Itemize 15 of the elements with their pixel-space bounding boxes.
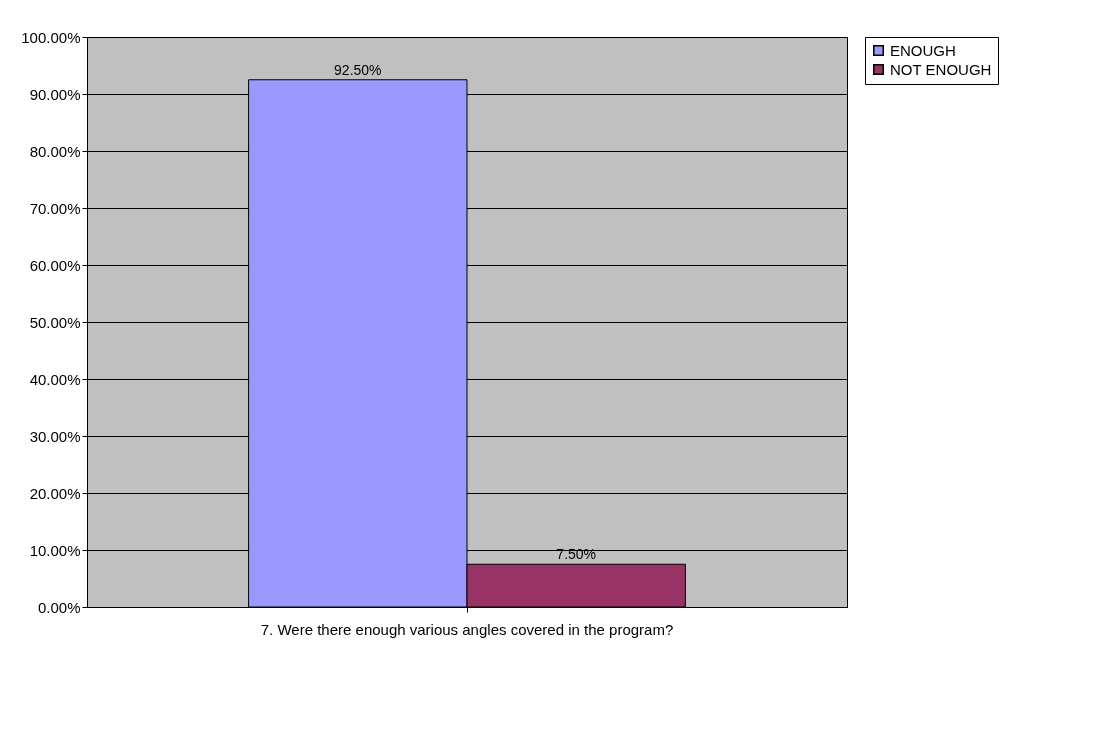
y-tick-label: 10.00% (29, 541, 81, 559)
y-tick-label: 20.00% (29, 484, 81, 502)
x-tick-label: 7. Were there enough various angles covered in the program? (260, 620, 674, 638)
y-tick-label: 80.00% (29, 142, 81, 160)
y-tick-label: 40.00% (29, 370, 81, 388)
y-tick-label: 50.00% (29, 313, 81, 331)
y-tick-label: 70.00% (29, 199, 81, 217)
y-tick-label: 100.00% (21, 28, 81, 46)
y-tick-label: 0.00% (37, 598, 81, 616)
legend-label: NOT ENOUGH (890, 60, 992, 78)
y-tick-label: 30.00% (29, 427, 81, 445)
data-label: 92.50% (334, 61, 382, 78)
y-tick-label: 60.00% (29, 256, 81, 274)
y-tick-label: 90.00% (29, 85, 81, 103)
legend-label: ENOUGH (890, 41, 956, 59)
